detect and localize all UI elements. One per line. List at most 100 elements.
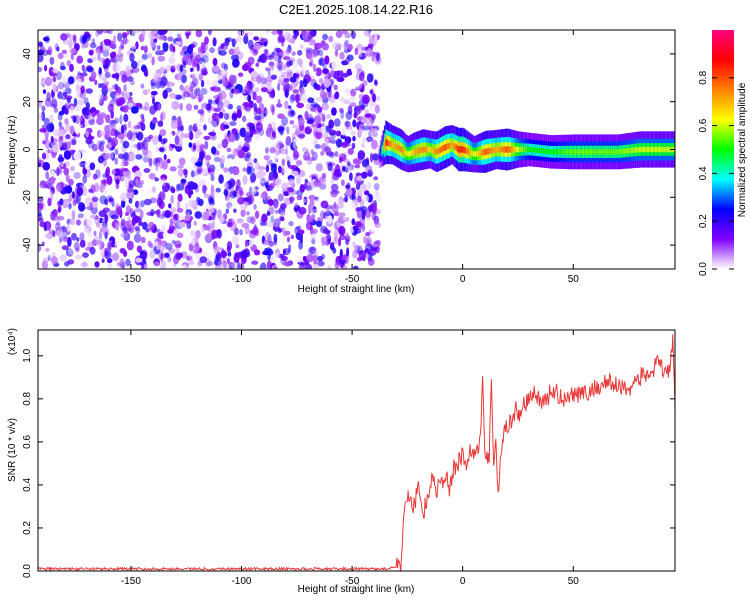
heatmap-speckle (329, 242, 335, 251)
heatmap-band-cell (602, 149, 605, 155)
heatmap-speckle (345, 232, 349, 238)
heatmap-speckle (365, 236, 372, 246)
heatmap-speckle (286, 126, 290, 135)
heatmap-speckle (231, 235, 240, 246)
heatmap-speckle (192, 244, 200, 252)
heatmap-speckle (325, 206, 330, 215)
heatmap-speckle (149, 226, 157, 233)
heatmap-speckle (98, 210, 107, 218)
heatmap-speckle (77, 213, 84, 219)
heatmap-speckle (119, 258, 125, 267)
heatmap-band-cell (475, 151, 477, 157)
heatmap-band-cell (463, 146, 465, 154)
heatmap-speckle (204, 103, 213, 111)
heatmap-speckle (237, 145, 243, 151)
heatmap-speckle (38, 41, 43, 47)
heatmap-speckle (191, 69, 199, 79)
heatmap-speckle (307, 117, 315, 123)
y-tick-label: -40 (22, 237, 33, 252)
heatmap-speckle (256, 75, 262, 84)
heatmap-speckle (50, 190, 54, 201)
heatmap-speckle (278, 148, 287, 155)
heatmap-speckle (327, 238, 331, 245)
heatmap-speckle (70, 52, 74, 61)
heatmap-speckle (201, 67, 207, 76)
heatmap-band-cell (644, 146, 646, 153)
heatmap-speckle (355, 183, 361, 191)
heatmap-speckle (260, 176, 266, 184)
heatmap-speckle (324, 55, 330, 65)
heatmap-band-cell (666, 146, 668, 153)
heatmap-speckle (108, 197, 113, 203)
heatmap-speckle (51, 215, 60, 221)
heatmap-speckle (88, 49, 94, 56)
heatmap-speckle (285, 84, 293, 92)
heatmap-speckle (320, 225, 328, 234)
heatmap-speckle (104, 134, 109, 140)
heatmap-speckle (254, 87, 260, 93)
heatmap-speckle (376, 53, 380, 62)
heatmap-speckle (221, 138, 228, 149)
heatmap-band-cell (417, 148, 419, 155)
heatmap-speckle (360, 205, 368, 213)
heatmap-speckle (351, 199, 359, 209)
heatmap-speckle (286, 236, 290, 243)
heatmap-band-cell (598, 149, 601, 155)
heatmap-speckle (152, 157, 158, 166)
heatmap-speckle (147, 88, 151, 94)
heatmap-speckle (344, 194, 349, 203)
heatmap-speckle (188, 251, 197, 260)
heatmap-speckle (120, 162, 125, 167)
heatmap-band-cell (495, 146, 497, 153)
heatmap-band-cell (430, 147, 432, 153)
heatmap-speckle (190, 67, 194, 73)
heatmap-speckle (278, 61, 284, 66)
heatmap-speckle (127, 130, 133, 141)
heatmap-speckle (202, 251, 208, 257)
heatmap-speckle (251, 260, 259, 265)
heatmap-speckle (169, 43, 174, 52)
heatmap-speckle (226, 257, 231, 265)
heatmap-speckle (338, 196, 344, 206)
heatmap-speckle (345, 39, 349, 47)
heatmap-band-cell (490, 147, 492, 154)
heatmap-speckle (94, 79, 98, 86)
heatmap-speckle (313, 180, 322, 187)
heatmap-speckle (196, 168, 202, 174)
heatmap-speckle (295, 71, 300, 80)
heatmap-speckle (160, 252, 164, 262)
heatmap-band-cell (553, 149, 556, 155)
heatmap-speckle (294, 69, 301, 74)
heatmap-speckle (69, 47, 77, 54)
heatmap-speckle (355, 86, 360, 91)
heatmap-speckle (100, 217, 108, 224)
heatmap-speckle (115, 178, 120, 185)
heatmap-speckle (125, 205, 132, 214)
heatmap-speckle (119, 175, 125, 182)
heatmap-band-cell (468, 149, 471, 156)
heatmap-band-cell (484, 148, 487, 155)
heatmap-speckle (293, 137, 302, 143)
heatmap-speckle (268, 176, 275, 182)
heatmap-speckle (373, 176, 379, 181)
heatmap-band-cell (458, 146, 460, 153)
heatmap-speckle (128, 197, 133, 204)
heatmap-speckle (281, 167, 285, 176)
heatmap-band-cell (548, 149, 550, 155)
heatmap-speckle (68, 34, 75, 41)
heatmap-band-cell (555, 149, 557, 155)
heatmap-band-cell (507, 146, 509, 153)
heatmap-speckle (59, 162, 67, 169)
heatmap-speckle (363, 129, 370, 136)
heatmap-band-cell (626, 148, 629, 154)
heatmap-speckle (177, 213, 181, 221)
heatmap-speckle (76, 237, 80, 242)
heatmap-speckle (276, 61, 282, 70)
heatmap-speckle (357, 130, 362, 139)
heatmap-speckle (311, 208, 318, 214)
heatmap-speckle (205, 210, 210, 218)
heatmap-speckle (203, 124, 207, 131)
heatmap-band-cell (652, 146, 654, 153)
heatmap-speckle (38, 112, 43, 122)
heatmap-band-cell (508, 146, 511, 153)
